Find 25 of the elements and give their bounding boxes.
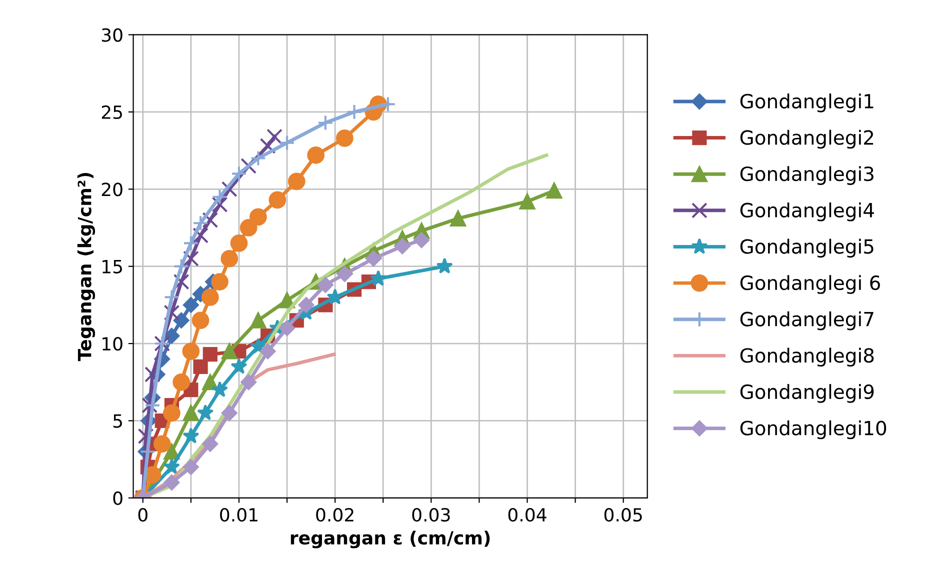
x-tick-label: 0.05 [604,508,642,522]
x-tick-label: 0 [138,508,148,522]
x-tick-label: 0.02 [316,508,354,522]
legend-label: Gondanglegi5 [740,238,874,258]
x-axis-title: regangan ε (cm/cm) [290,530,490,548]
legend-label: Gondanglegi1 [740,93,874,112]
legend-label: Gondanglegi3 [740,166,874,185]
y-tick-label: 5 [113,414,122,428]
y-tick-label: 15 [102,260,122,274]
y-tick-label: 30 [102,28,122,42]
legend-label: Gondanglegi 6 [740,275,880,294]
legend-label: Gondanglegi8 [740,348,874,367]
legend-label: Gondanglegi10 [740,420,886,440]
x-tick-label: 0.01 [220,508,258,522]
legend-label: Gondanglegi2 [740,130,874,149]
legend-label: Gondanglegi4 [740,202,874,222]
x-tick-label: 0.04 [508,508,546,522]
legend-label: Gondanglegi9 [740,384,874,403]
y-tick-label: 25 [102,105,122,120]
legend-label: Gondanglegi7 [740,311,874,330]
y-tick-label: 20 [102,182,122,196]
y-tick-label: 10 [102,337,122,351]
y-axis-title: Tegangan (kg/cm²) [77,172,96,362]
y-tick-label: 0 [113,491,122,506]
x-tick-label: 0.03 [412,508,450,522]
